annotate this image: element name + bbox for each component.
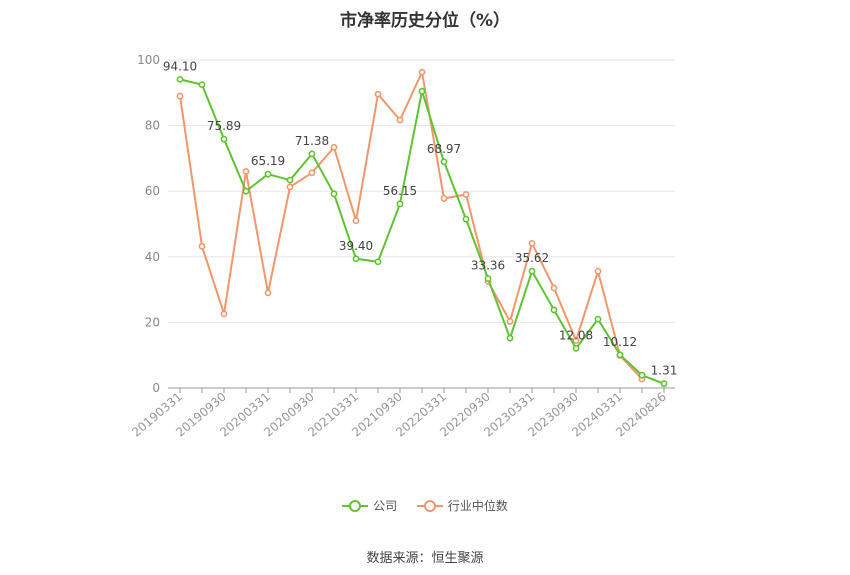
- data-point-industry: [220, 310, 228, 318]
- data-point-company: [198, 81, 206, 88]
- data-point-industry: [308, 169, 316, 177]
- data-point-industry: [594, 267, 602, 275]
- data-point-industry: [330, 143, 338, 151]
- data-point-industry: [462, 191, 470, 198]
- y-tick-label: 0: [152, 381, 160, 395]
- data-label-company: 1.31: [651, 364, 678, 378]
- data-point-company: [572, 344, 580, 352]
- legend-item-company[interactable]: 公司: [342, 497, 397, 514]
- data-point-industry: [528, 239, 536, 247]
- data-label-company: 71.38: [295, 134, 329, 148]
- data-point-company: [374, 258, 382, 266]
- legend-label-industry: 行业中位数: [447, 499, 508, 513]
- data-point-company: [242, 187, 250, 195]
- data-point-company: [330, 190, 338, 198]
- data-point-company: [506, 334, 514, 342]
- data-point-company: [440, 158, 448, 166]
- data-label-company: 10.12: [603, 335, 637, 349]
- y-tick-label: 80: [145, 119, 160, 133]
- data-point-industry: [550, 284, 558, 292]
- data-labels: 94.10 75.89 65.19 71.38 39.40 56.15 68.97 33.36…: [163, 59, 678, 377]
- data-label-company: 65.19: [251, 154, 285, 168]
- data-point-company: [484, 275, 492, 282]
- legend-swatch-company: [342, 499, 369, 513]
- data-point-company: [352, 255, 360, 263]
- data-point-company: [220, 135, 228, 143]
- legend: 公司 行业中位数: [0, 497, 850, 516]
- data-point-company: [176, 75, 184, 83]
- y-tick-label: 40: [145, 250, 160, 264]
- y-tick-label: 20: [145, 315, 160, 329]
- grid-lines: [168, 59, 675, 323]
- data-point-industry: [396, 116, 404, 124]
- data-label-company: 33.36: [471, 259, 505, 273]
- legend-item-industry[interactable]: 行业中位数: [416, 497, 508, 514]
- axes: 0204060801002019033120190930202003312020…: [129, 53, 675, 440]
- data-point-company: [418, 87, 426, 95]
- data-point-company: [638, 371, 646, 379]
- data-point-industry: [440, 195, 448, 202]
- data-point-company: [616, 351, 624, 359]
- data-point-industry: [264, 289, 272, 297]
- data-point-industry: [572, 337, 580, 344]
- data-point-company: [462, 215, 470, 223]
- data-label-company: 56.15: [383, 184, 417, 198]
- y-tick-label: 100: [137, 53, 160, 67]
- data-point-company: [308, 150, 316, 158]
- legend-swatch-industry: [416, 499, 443, 513]
- series-line-industry: [179, 71, 643, 380]
- data-label-company: 39.40: [339, 239, 373, 253]
- data-label-company: 94.10: [163, 59, 197, 73]
- data-point-company: [660, 380, 668, 388]
- data-point-industry: [286, 183, 294, 191]
- legend-label-company: 公司: [373, 499, 398, 513]
- data-point-industry: [418, 68, 426, 76]
- data-point-company: [550, 306, 558, 314]
- source-note: 数据来源：恒生聚源: [366, 551, 484, 566]
- data-point-company: [528, 267, 536, 275]
- data-label-company: 35.62: [515, 251, 549, 265]
- data-point-company: [286, 176, 294, 184]
- data-point-industry: [198, 242, 206, 250]
- data-point-company: [594, 315, 602, 323]
- data-point-industry: [374, 90, 382, 98]
- data-point-industry: [176, 92, 184, 100]
- data-point-industry: [506, 318, 514, 325]
- data-label-company: 75.89: [207, 119, 241, 133]
- y-tick-label: 60: [145, 184, 160, 198]
- data-point-industry: [242, 168, 250, 175]
- chart-title: 市净率历史分位（%）: [339, 11, 511, 31]
- data-point-company: [264, 170, 272, 178]
- data-point-industry: [352, 217, 360, 225]
- data-label-company: 68.97: [427, 142, 461, 156]
- data-point-company: [396, 200, 404, 208]
- data-label-company: 12.08: [559, 328, 593, 342]
- series-layer: [176, 68, 668, 388]
